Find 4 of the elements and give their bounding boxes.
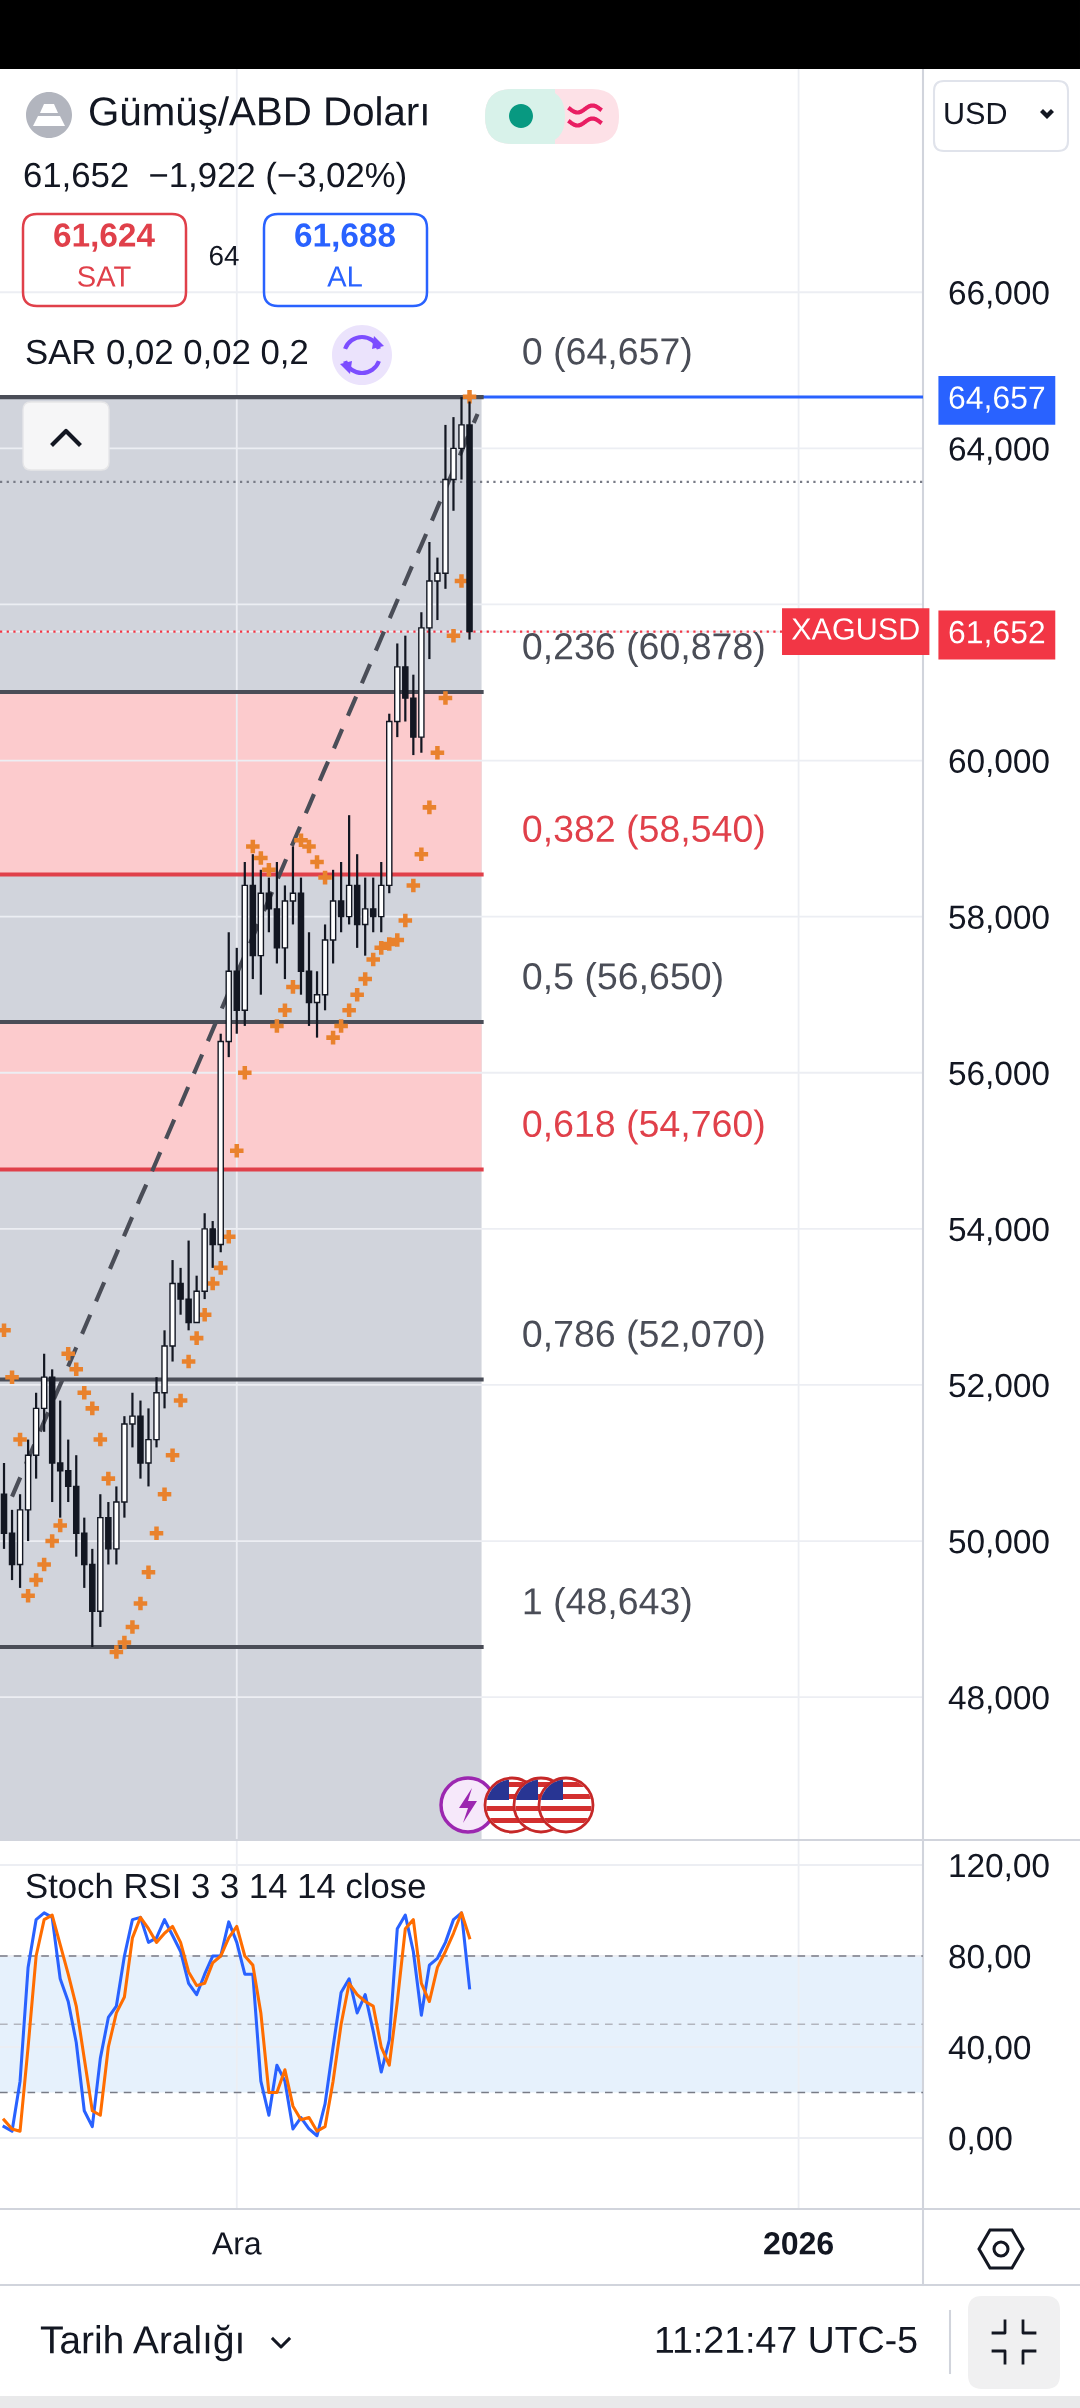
- text: 11:21:47 UTC-5: [656, 2326, 917, 2354]
- text: Tarih Aralığı: [40, 2324, 242, 2362]
- point: [13, 1432, 27, 1447]
- point: [5, 1370, 19, 1384]
